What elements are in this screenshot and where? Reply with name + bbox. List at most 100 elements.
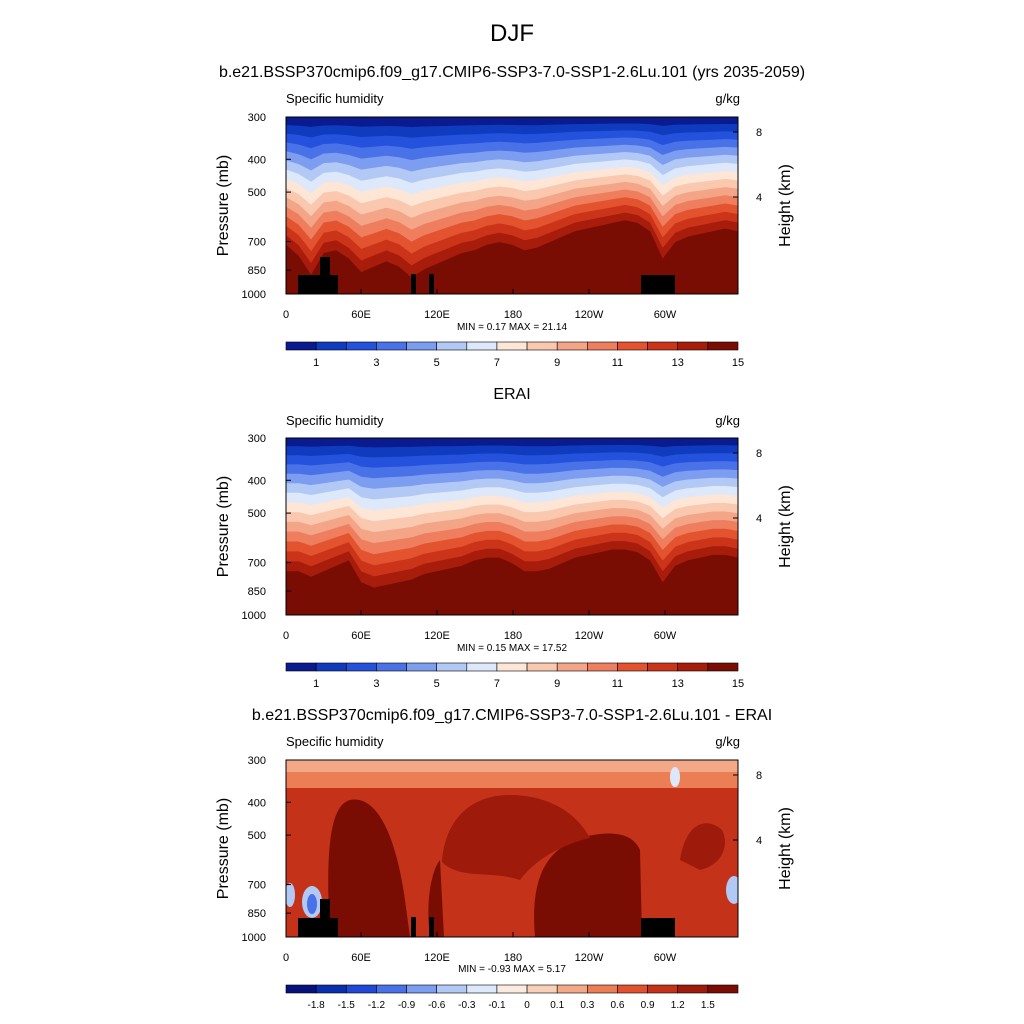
- figure-title: DJF: [490, 20, 534, 47]
- colorbar-swatch-1: [315, 984, 347, 994]
- colorbar-swatch-13: [677, 341, 709, 351]
- panel-2-colorbar: [285, 662, 739, 672]
- panel-1-plot: [285, 116, 739, 295]
- colorbar-swatch-9: [556, 341, 588, 351]
- colorbar-label-0: 0: [524, 1000, 530, 1011]
- colorbar-swatch-12: [647, 341, 679, 351]
- panel-2-right-string: g/kg: [715, 413, 740, 428]
- diff-neg-west: [286, 883, 295, 907]
- panel-3-y2label: Height (km): [777, 807, 794, 890]
- panel-3-ylabel: Pressure (mb): [215, 798, 232, 899]
- diff-neg-africa-core: [307, 894, 317, 914]
- panel-3-terrain: [298, 899, 675, 937]
- colorbar-label--0.3: -0.3: [458, 1000, 476, 1011]
- panel-2-min-max: MIN = 0.15 MAX = 17.52: [456, 643, 568, 654]
- colorbar-label-9: 9: [554, 678, 560, 690]
- panel-1-terrain: [298, 257, 675, 294]
- colorbar-label--0.1: -0.1: [488, 1000, 506, 1011]
- colorbar-swatch-11: [617, 984, 648, 994]
- terrain-asia-2: [429, 274, 434, 294]
- panel-2-ytick-1000: 1000: [242, 610, 266, 622]
- terrain-asia-1: [411, 274, 416, 294]
- panel-1-contour-fill: [286, 117, 738, 294]
- colorbar-swatch-6: [466, 341, 498, 351]
- terrain-andes: [641, 275, 675, 294]
- colorbar-label-3: 3: [373, 678, 379, 690]
- colorbar-swatch-8: [526, 341, 558, 351]
- panel-3-right-string: g/kg: [715, 734, 740, 749]
- colorbar-label--1.5: -1.5: [338, 1000, 356, 1011]
- panel-3-title: b.e21.BSSP370cmip6.f09_g17.CMIP6-SSP3-7.…: [251, 707, 773, 724]
- colorbar-swatch-0: [285, 341, 317, 351]
- colorbar-label--1.2: -1.2: [368, 1000, 386, 1011]
- colorbar-swatch-10: [587, 984, 618, 994]
- panel-3-colorbar: [285, 984, 739, 994]
- colorbar-label-0.3: 0.3: [580, 1000, 594, 1011]
- diff-core-atlantic: [680, 823, 726, 870]
- colorbar-swatch-5: [436, 662, 468, 672]
- panel-3-xtick-180: 180: [504, 952, 522, 964]
- panel-1-frame: [285, 116, 739, 295]
- panel-1-ylabel: Pressure (mb): [215, 155, 232, 256]
- panel-1-xtick-60W: 60W: [654, 309, 677, 321]
- colorbar-swatch-10: [587, 341, 618, 351]
- colorbar-label-5: 5: [434, 678, 440, 690]
- panel-3-left-string: Specific humidity: [286, 734, 384, 749]
- colorbar-swatch-12: [647, 984, 679, 994]
- panel-3-xtick-120W: 120W: [575, 952, 604, 964]
- colorbar-label--0.6: -0.6: [428, 1000, 446, 1011]
- colorbar-label--1.8: -1.8: [308, 1000, 326, 1011]
- panel-1-y2label: Height (km): [777, 164, 794, 247]
- panel-1-ytick-400: 400: [248, 154, 266, 166]
- panel-2-xtick-60W: 60W: [654, 630, 677, 642]
- colorbar-swatch-3: [376, 341, 407, 351]
- panel-2-plot: [285, 437, 739, 616]
- colorbar-label-7: 7: [494, 357, 500, 369]
- colorbar-swatch-5: [436, 984, 468, 994]
- colorbar-swatch-6: [466, 662, 498, 672]
- panel-2-title: ERAI: [493, 386, 531, 403]
- colorbar-swatch-5: [436, 341, 468, 351]
- panel-2-xtick-120W: 120W: [575, 630, 604, 642]
- panel-3-ytick-1000: 1000: [242, 932, 266, 944]
- colorbar-swatch-0: [285, 984, 317, 994]
- colorbar-label-15: 15: [732, 678, 744, 690]
- panel-3-xtick-60W: 60W: [654, 952, 677, 964]
- colorbar-swatch-13: [677, 984, 709, 994]
- colorbar-label-0.6: 0.6: [611, 1000, 625, 1011]
- panel-2-band-0: [286, 438, 738, 448]
- panel-3-contour-fill: [286, 760, 738, 937]
- colorbar-label-1.5: 1.5: [701, 1000, 715, 1011]
- panel-3-y2tick-4: 4: [756, 835, 762, 847]
- colorbar-label-1: 1: [313, 357, 319, 369]
- panel-1-ytick-300: 300: [248, 112, 266, 124]
- colorbar-label-5: 5: [434, 357, 440, 369]
- colorbar-swatch-6: [466, 984, 498, 994]
- panel-3-ytick-850: 850: [248, 908, 266, 920]
- colorbar-swatch-1: [315, 662, 347, 672]
- colorbar-swatch-7: [496, 341, 528, 351]
- terrain-andes: [641, 918, 675, 937]
- panel-1-y2tick-4: 4: [756, 192, 762, 204]
- colorbar-swatch-9: [556, 984, 588, 994]
- panel-1-min-max: MIN = 0.17 MAX = 21.14: [456, 322, 568, 333]
- colorbar-swatch-11: [617, 341, 648, 351]
- panel-3-xtick-60E: 60E: [351, 952, 371, 964]
- panel-3-min-max: MIN = -0.93 MAX = 5.17: [458, 964, 566, 975]
- panel-2-ylabel: Pressure (mb): [215, 476, 232, 577]
- colorbar-swatch-4: [406, 341, 437, 351]
- terrain-africa-peak: [320, 257, 330, 277]
- panel-3-frame: [285, 759, 739, 938]
- panel-2-contour-fill: [286, 438, 738, 615]
- diff-core-pacific: [534, 833, 642, 937]
- colorbar-swatch-14: [707, 984, 739, 994]
- diff-neg-upper: [670, 767, 680, 787]
- panel-2-y2tick-8: 8: [756, 448, 762, 460]
- colorbar-label-11: 11: [612, 357, 623, 369]
- colorbar-swatch-10: [587, 662, 618, 672]
- colorbar-label--0.9: -0.9: [398, 1000, 416, 1011]
- panel-3-ytick-400: 400: [248, 797, 266, 809]
- colorbar-label-11: 11: [612, 678, 623, 690]
- colorbar-swatch-4: [406, 984, 437, 994]
